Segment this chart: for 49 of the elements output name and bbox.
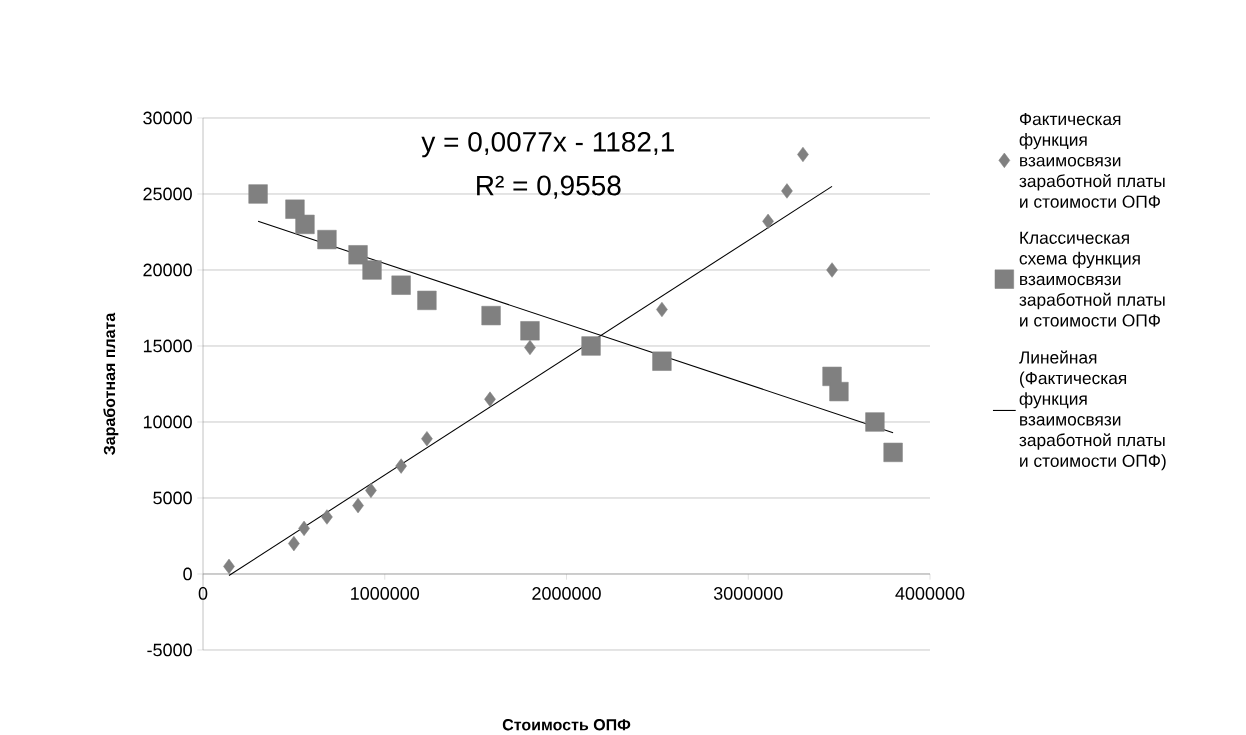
point — [520, 321, 540, 341]
point — [295, 214, 315, 235]
annotation: y = 0,0077x - 1182,1 — [421, 131, 674, 158]
point — [348, 245, 368, 265]
point — [797, 146, 809, 163]
y-tick-label: 5000 — [153, 491, 192, 505]
y-tick-label: 15000 — [143, 339, 192, 353]
point — [391, 275, 411, 295]
point — [762, 213, 774, 230]
x-tick-label: 1000000 — [351, 587, 420, 600]
point — [883, 442, 903, 463]
point — [362, 260, 382, 280]
point — [781, 183, 793, 199]
y-tick-label: 30000 — [143, 111, 192, 125]
point — [865, 412, 885, 432]
point — [581, 336, 601, 356]
legend-label: Классическая схема функция взаимосвязи заработной платы и стоимости ОПФ — [1019, 231, 1165, 327]
x-tick-label: 2000000 — [532, 587, 601, 600]
point — [321, 509, 333, 525]
y-tick-label: -5000 — [147, 643, 192, 657]
point — [298, 520, 310, 537]
point — [352, 498, 364, 514]
point — [829, 382, 849, 402]
annotation: R² = 0,9558 — [477, 175, 621, 199]
point — [395, 458, 407, 474]
point — [317, 230, 337, 250]
point — [524, 339, 536, 356]
x-tick-label: 0 — [198, 587, 208, 600]
y-tick-label: 0 — [183, 567, 192, 581]
y-tick-label: 10000 — [143, 415, 192, 429]
y-tick-label: 20000 — [143, 263, 192, 277]
x-axis-title: Стоимость ОПФ — [502, 719, 631, 731]
legend-label: Линейная (Фактическая функция взаимосвязи заработной платы и стоимости ОПФ) — [1019, 350, 1166, 471]
x-tick-label: 4000000 — [895, 587, 965, 600]
point — [656, 301, 668, 318]
y-axis-title: Заработная плата — [103, 312, 119, 455]
point — [223, 558, 235, 575]
x-tick-label: 3000000 — [713, 587, 783, 600]
y-tick-label: 25000 — [143, 187, 192, 201]
point — [826, 262, 838, 278]
point — [484, 391, 496, 407]
point — [248, 184, 268, 204]
point — [421, 431, 433, 447]
point — [288, 536, 300, 552]
legend-label: Фактическая функция взаимосвязи заработной платы и стоимости ОПФ — [1019, 113, 1165, 208]
point — [481, 306, 501, 326]
point — [417, 290, 437, 311]
point — [365, 482, 377, 499]
point — [652, 351, 672, 371]
